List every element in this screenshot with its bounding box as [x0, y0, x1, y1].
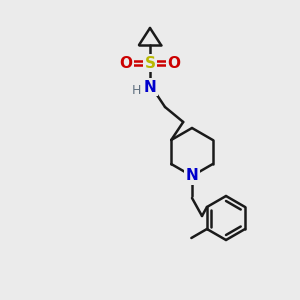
Text: H: H	[131, 83, 141, 97]
Text: N: N	[186, 169, 198, 184]
Text: N: N	[144, 80, 156, 94]
Text: O: O	[119, 56, 133, 70]
Text: O: O	[167, 56, 181, 70]
Text: S: S	[145, 56, 155, 70]
